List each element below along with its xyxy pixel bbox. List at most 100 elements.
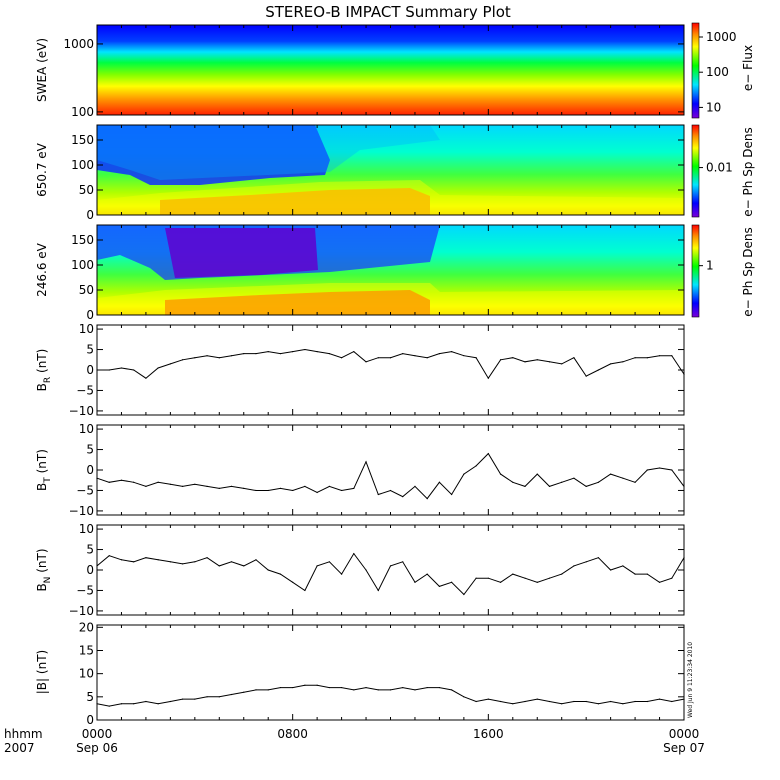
data-point <box>499 359 502 361</box>
data-point <box>585 375 587 377</box>
data-point <box>671 469 673 471</box>
data-point <box>267 350 269 353</box>
marks-layer <box>96 348 685 707</box>
data-point <box>194 483 196 485</box>
y-tick-label: 10 <box>79 322 94 336</box>
data-point <box>157 703 159 705</box>
pad-650-panel <box>96 124 685 216</box>
data-point <box>414 485 416 487</box>
data-point <box>524 577 526 579</box>
pad-650-ylabel: 650.7 eV <box>35 142 49 197</box>
data-point <box>304 589 306 592</box>
bmag-frame <box>96 624 685 721</box>
data-point <box>622 703 624 705</box>
y-tick-label: 5 <box>86 343 94 357</box>
data-point <box>108 705 110 707</box>
data-point <box>243 691 245 693</box>
data-point <box>353 553 355 555</box>
data-point <box>499 581 502 583</box>
data-point <box>561 703 563 705</box>
data-point <box>267 689 269 691</box>
data-point <box>463 473 465 475</box>
data-point <box>218 357 220 359</box>
data-point <box>340 573 343 575</box>
bt-ylabel: BT (nT) <box>35 449 53 491</box>
bn-ylabel: BN (nT) <box>35 548 53 591</box>
data-point <box>671 577 673 579</box>
y-tick-label: 100 <box>71 105 94 119</box>
data-point <box>145 557 147 559</box>
data-point <box>353 350 355 353</box>
data-point <box>218 487 220 490</box>
data-point <box>316 491 318 494</box>
data-point <box>255 489 257 492</box>
data-point <box>671 700 673 703</box>
pad-246-panel <box>96 224 685 316</box>
y-tick-label: −5 <box>76 483 94 497</box>
data-point <box>377 357 379 359</box>
br-frame <box>96 324 685 416</box>
data-point <box>512 481 514 483</box>
data-point <box>658 355 661 357</box>
y-tick-label: −10 <box>69 604 94 618</box>
data-point <box>133 369 135 371</box>
data-point <box>206 355 208 357</box>
data-point <box>610 569 612 571</box>
data-point <box>561 363 563 365</box>
y-tick-label: 50 <box>79 283 94 297</box>
data-point <box>377 589 379 592</box>
data-point <box>451 689 453 691</box>
data-point <box>426 686 428 689</box>
y-tick-label: 0 <box>86 463 94 477</box>
plot-title: STEREO-B IMPACT Summary Plot <box>265 3 511 21</box>
data-point <box>206 557 208 559</box>
data-point <box>230 693 233 696</box>
data-point <box>377 493 379 496</box>
data-point <box>402 353 404 355</box>
data-point <box>414 689 416 691</box>
colorbar-2 <box>691 124 700 218</box>
y-tick-label: 50 <box>79 183 94 197</box>
data-point <box>573 700 575 703</box>
data-point <box>206 696 208 698</box>
y-tick-label: 0 <box>86 208 94 222</box>
x-tick-date: Sep 07 <box>663 741 705 755</box>
colorbar-tick-label: 0.01 <box>706 161 733 175</box>
bn-frame <box>96 524 685 616</box>
data-point <box>133 561 135 563</box>
data-point <box>658 467 661 469</box>
data-point <box>157 481 159 483</box>
data-point <box>230 355 233 357</box>
data-point <box>169 700 171 703</box>
y-tick-label: −5 <box>76 383 94 397</box>
x-tick-date: Sep 06 <box>76 741 118 755</box>
data-point <box>182 359 184 361</box>
x-tick-label: 0000 <box>82 727 113 741</box>
data-point <box>438 481 441 483</box>
data-point <box>304 348 306 351</box>
data-point <box>108 555 110 557</box>
colorbar-3-label: e− Ph Sp Dens <box>741 227 755 316</box>
data-point <box>634 573 636 575</box>
colorbar-1-scale <box>691 22 700 119</box>
data-point <box>548 577 551 579</box>
data-point <box>463 696 465 698</box>
data-point <box>328 485 330 487</box>
data-point <box>597 703 599 705</box>
data-point <box>365 686 367 689</box>
data-point <box>610 700 612 703</box>
data-point <box>585 700 587 703</box>
pad-650-mid-region <box>97 125 440 180</box>
data-point <box>243 487 245 490</box>
corner-label-year: 2007 <box>4 741 35 755</box>
data-point <box>316 684 318 686</box>
data-point <box>328 561 330 563</box>
data-point <box>389 357 392 359</box>
data-point <box>658 698 661 700</box>
colorbar-2-scale <box>691 124 700 218</box>
data-point <box>634 481 636 483</box>
data-point <box>585 561 587 563</box>
data-point <box>255 559 257 561</box>
data-point <box>157 367 159 369</box>
data-point <box>597 369 599 371</box>
